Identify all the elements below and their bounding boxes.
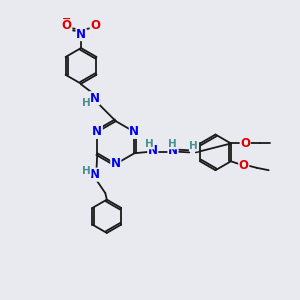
Text: N: N xyxy=(89,92,99,105)
Text: O: O xyxy=(239,159,249,172)
Text: H: H xyxy=(189,141,198,151)
Text: H: H xyxy=(168,139,177,149)
Text: −: − xyxy=(61,14,71,24)
Text: H: H xyxy=(82,166,91,176)
Text: O: O xyxy=(240,137,250,150)
Text: O: O xyxy=(90,19,100,32)
Text: N: N xyxy=(148,144,158,158)
Text: N: N xyxy=(76,28,86,40)
Text: N: N xyxy=(111,158,121,170)
Text: N: N xyxy=(92,125,102,138)
Text: N: N xyxy=(168,144,178,158)
Text: O: O xyxy=(62,19,72,32)
Text: H: H xyxy=(145,139,154,149)
Text: N: N xyxy=(129,125,140,138)
Text: H: H xyxy=(82,98,91,108)
Text: N: N xyxy=(90,168,100,181)
